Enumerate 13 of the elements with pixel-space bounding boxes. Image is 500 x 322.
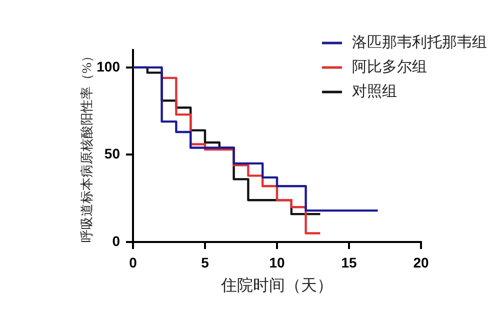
x-tick-label: 0 xyxy=(129,254,138,270)
x-axis-title: 住院时间（天） xyxy=(220,276,333,295)
y-tick-label: 100 xyxy=(96,58,120,74)
y-axis-title: 呼吸道标本病原核酸阳性率（%） xyxy=(79,50,94,242)
x-tick-label: 20 xyxy=(413,254,429,270)
y-tick-label: 50 xyxy=(104,146,120,162)
x-tick-label: 10 xyxy=(269,254,285,270)
legend-label: 对照组 xyxy=(352,82,397,100)
y-tick-label: 0 xyxy=(112,232,120,249)
x-tick-label: 15 xyxy=(341,254,357,270)
legend-label: 洛匹那韦利托那韦组 xyxy=(352,34,487,51)
x-tick-label: 5 xyxy=(201,254,210,270)
legend-label: 阿比多尔组 xyxy=(352,58,427,76)
